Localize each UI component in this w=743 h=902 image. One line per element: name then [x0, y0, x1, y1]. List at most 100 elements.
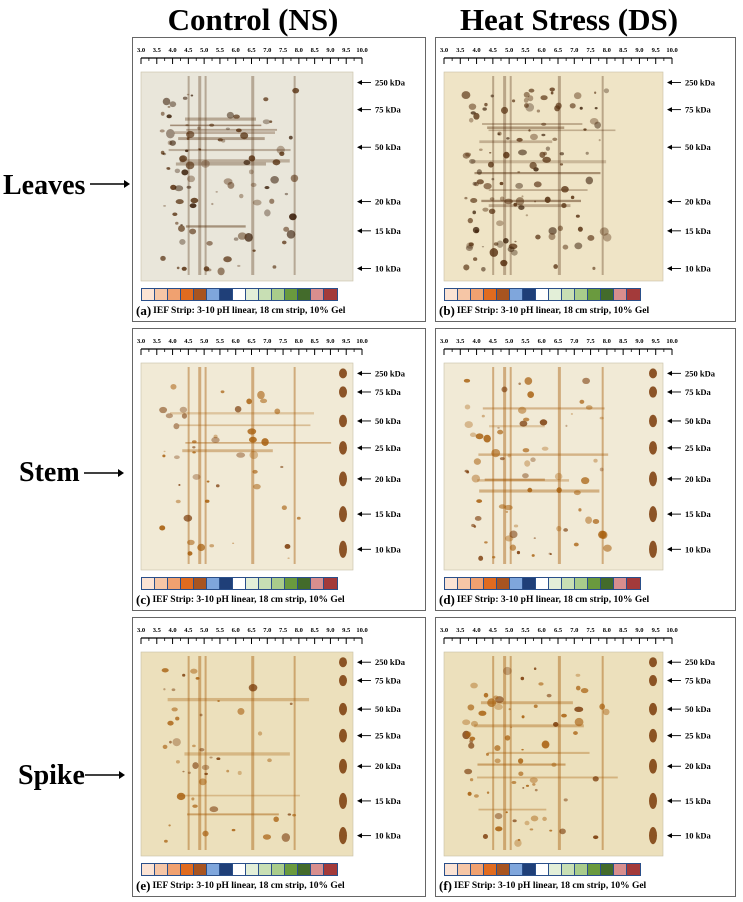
color-swatch [207, 289, 220, 300]
protein-spot [534, 788, 538, 792]
protein-spot [545, 146, 551, 151]
protein-spots [462, 656, 618, 850]
protein-spot [519, 420, 528, 427]
protein-spot [524, 820, 530, 826]
protein-spot [475, 433, 484, 440]
protein-spot [464, 768, 473, 775]
arrowhead-icon [667, 659, 672, 665]
arrowhead-icon [357, 79, 362, 85]
smear-band [174, 131, 275, 134]
protein-spot [288, 135, 293, 140]
protein-spot [583, 128, 587, 131]
protein-spot [190, 197, 199, 204]
ph-tick-label: 8.5 [311, 627, 320, 634]
color-swatch [458, 289, 471, 300]
color-swatch [575, 289, 588, 300]
protein-spot [467, 791, 472, 796]
protein-spot [187, 539, 195, 546]
smear-band [488, 189, 588, 191]
smear-band [477, 479, 570, 482]
strip-note: IEF Strip: 3-10 pH linear, 18 cm strip, … [456, 306, 650, 316]
ph-tick-label: 8.5 [619, 47, 628, 54]
protein-spot [478, 555, 484, 561]
marker-label: 20 kDa [375, 197, 401, 207]
protein-spot [472, 181, 477, 186]
smear-band [182, 449, 273, 453]
protein-spot [191, 440, 197, 444]
marker-label: 10 kDa [685, 263, 711, 273]
smear-band [471, 160, 607, 164]
ph-tick-label: 8.0 [603, 338, 611, 345]
arrowhead-icon [357, 228, 362, 234]
ph-tick-label: 3.5 [456, 627, 465, 634]
protein-spot [556, 525, 562, 532]
protein-spot [178, 225, 185, 232]
protein-spot [166, 167, 171, 170]
ph-tick-label: 9.5 [342, 627, 351, 634]
protein-spot [592, 518, 600, 525]
protein-spot [534, 200, 537, 203]
color-swatch [168, 864, 181, 875]
ph-color-key [141, 863, 338, 876]
arrowhead-icon [667, 79, 672, 85]
color-swatch [272, 578, 285, 589]
color-swatch [601, 864, 614, 875]
ph-tick-label: 7.0 [263, 627, 271, 634]
protein-spot [469, 736, 476, 741]
smear-band [478, 453, 609, 456]
color-swatch [259, 289, 272, 300]
arrowhead-icon [357, 265, 362, 271]
protein-spot [269, 120, 273, 123]
protein-spot [473, 257, 478, 261]
protein-spot [199, 748, 205, 752]
protein-spot [527, 487, 533, 493]
smear-band [167, 697, 310, 702]
marker-label: 50 kDa [375, 704, 401, 714]
protein-spot [495, 826, 503, 832]
protein-spot [489, 197, 495, 201]
protein-spot [529, 828, 534, 831]
gel-image-f: 3.0 3.5 4.0 4.5 5.0 5.5 6.0 6.5 7.0 7.5 8.0 8.5 9.0 9… [440, 627, 716, 857]
ph-tick-label: 4.5 [184, 338, 193, 345]
protein-spot [599, 467, 604, 472]
protein-spot [494, 704, 503, 710]
protein-spot [529, 161, 537, 170]
ph-tick-label: 5.5 [216, 627, 225, 634]
marker-label: 50 kDa [685, 704, 711, 714]
protein-spot [559, 828, 566, 835]
protein-spot [573, 731, 578, 735]
protein-spot [262, 119, 271, 125]
protein-spot [536, 109, 541, 113]
arrowhead-icon [357, 659, 362, 665]
color-swatch [246, 289, 259, 300]
vertical-streak [492, 656, 495, 850]
protein-spot [509, 530, 518, 539]
ph-tick-label: 5.5 [521, 338, 530, 345]
protein-spot [187, 771, 191, 774]
control-header: Control (NS) [167, 2, 339, 37]
protein-spot [486, 752, 489, 756]
ph-tick-label: 3.0 [440, 627, 448, 634]
color-swatch [588, 578, 601, 589]
protein-spots [161, 656, 310, 850]
protein-spot [209, 544, 215, 548]
protein-spot [524, 377, 533, 385]
panel-footer: (a) IEF Strip: 3-10 pH linear, 18 cm stri… [133, 288, 425, 319]
arrowhead-icon [357, 733, 362, 739]
color-swatch [536, 289, 549, 300]
protein-spot [528, 129, 531, 132]
ph-tick-label: 6.0 [538, 47, 546, 54]
protein-spot [248, 155, 256, 162]
ph-tick-label: 6.5 [247, 47, 256, 54]
protein-spot [279, 151, 285, 157]
color-swatch [536, 864, 549, 875]
marker-label: 20 kDa [685, 197, 711, 207]
protein-spot [166, 114, 172, 119]
arrowhead-icon [357, 199, 362, 205]
protein-spot [186, 132, 190, 135]
protein-spot [525, 784, 530, 787]
ph-tick-label: 5.5 [216, 338, 225, 345]
vertical-streak [509, 367, 512, 564]
protein-spot [263, 97, 269, 102]
protein-spot [524, 460, 531, 467]
